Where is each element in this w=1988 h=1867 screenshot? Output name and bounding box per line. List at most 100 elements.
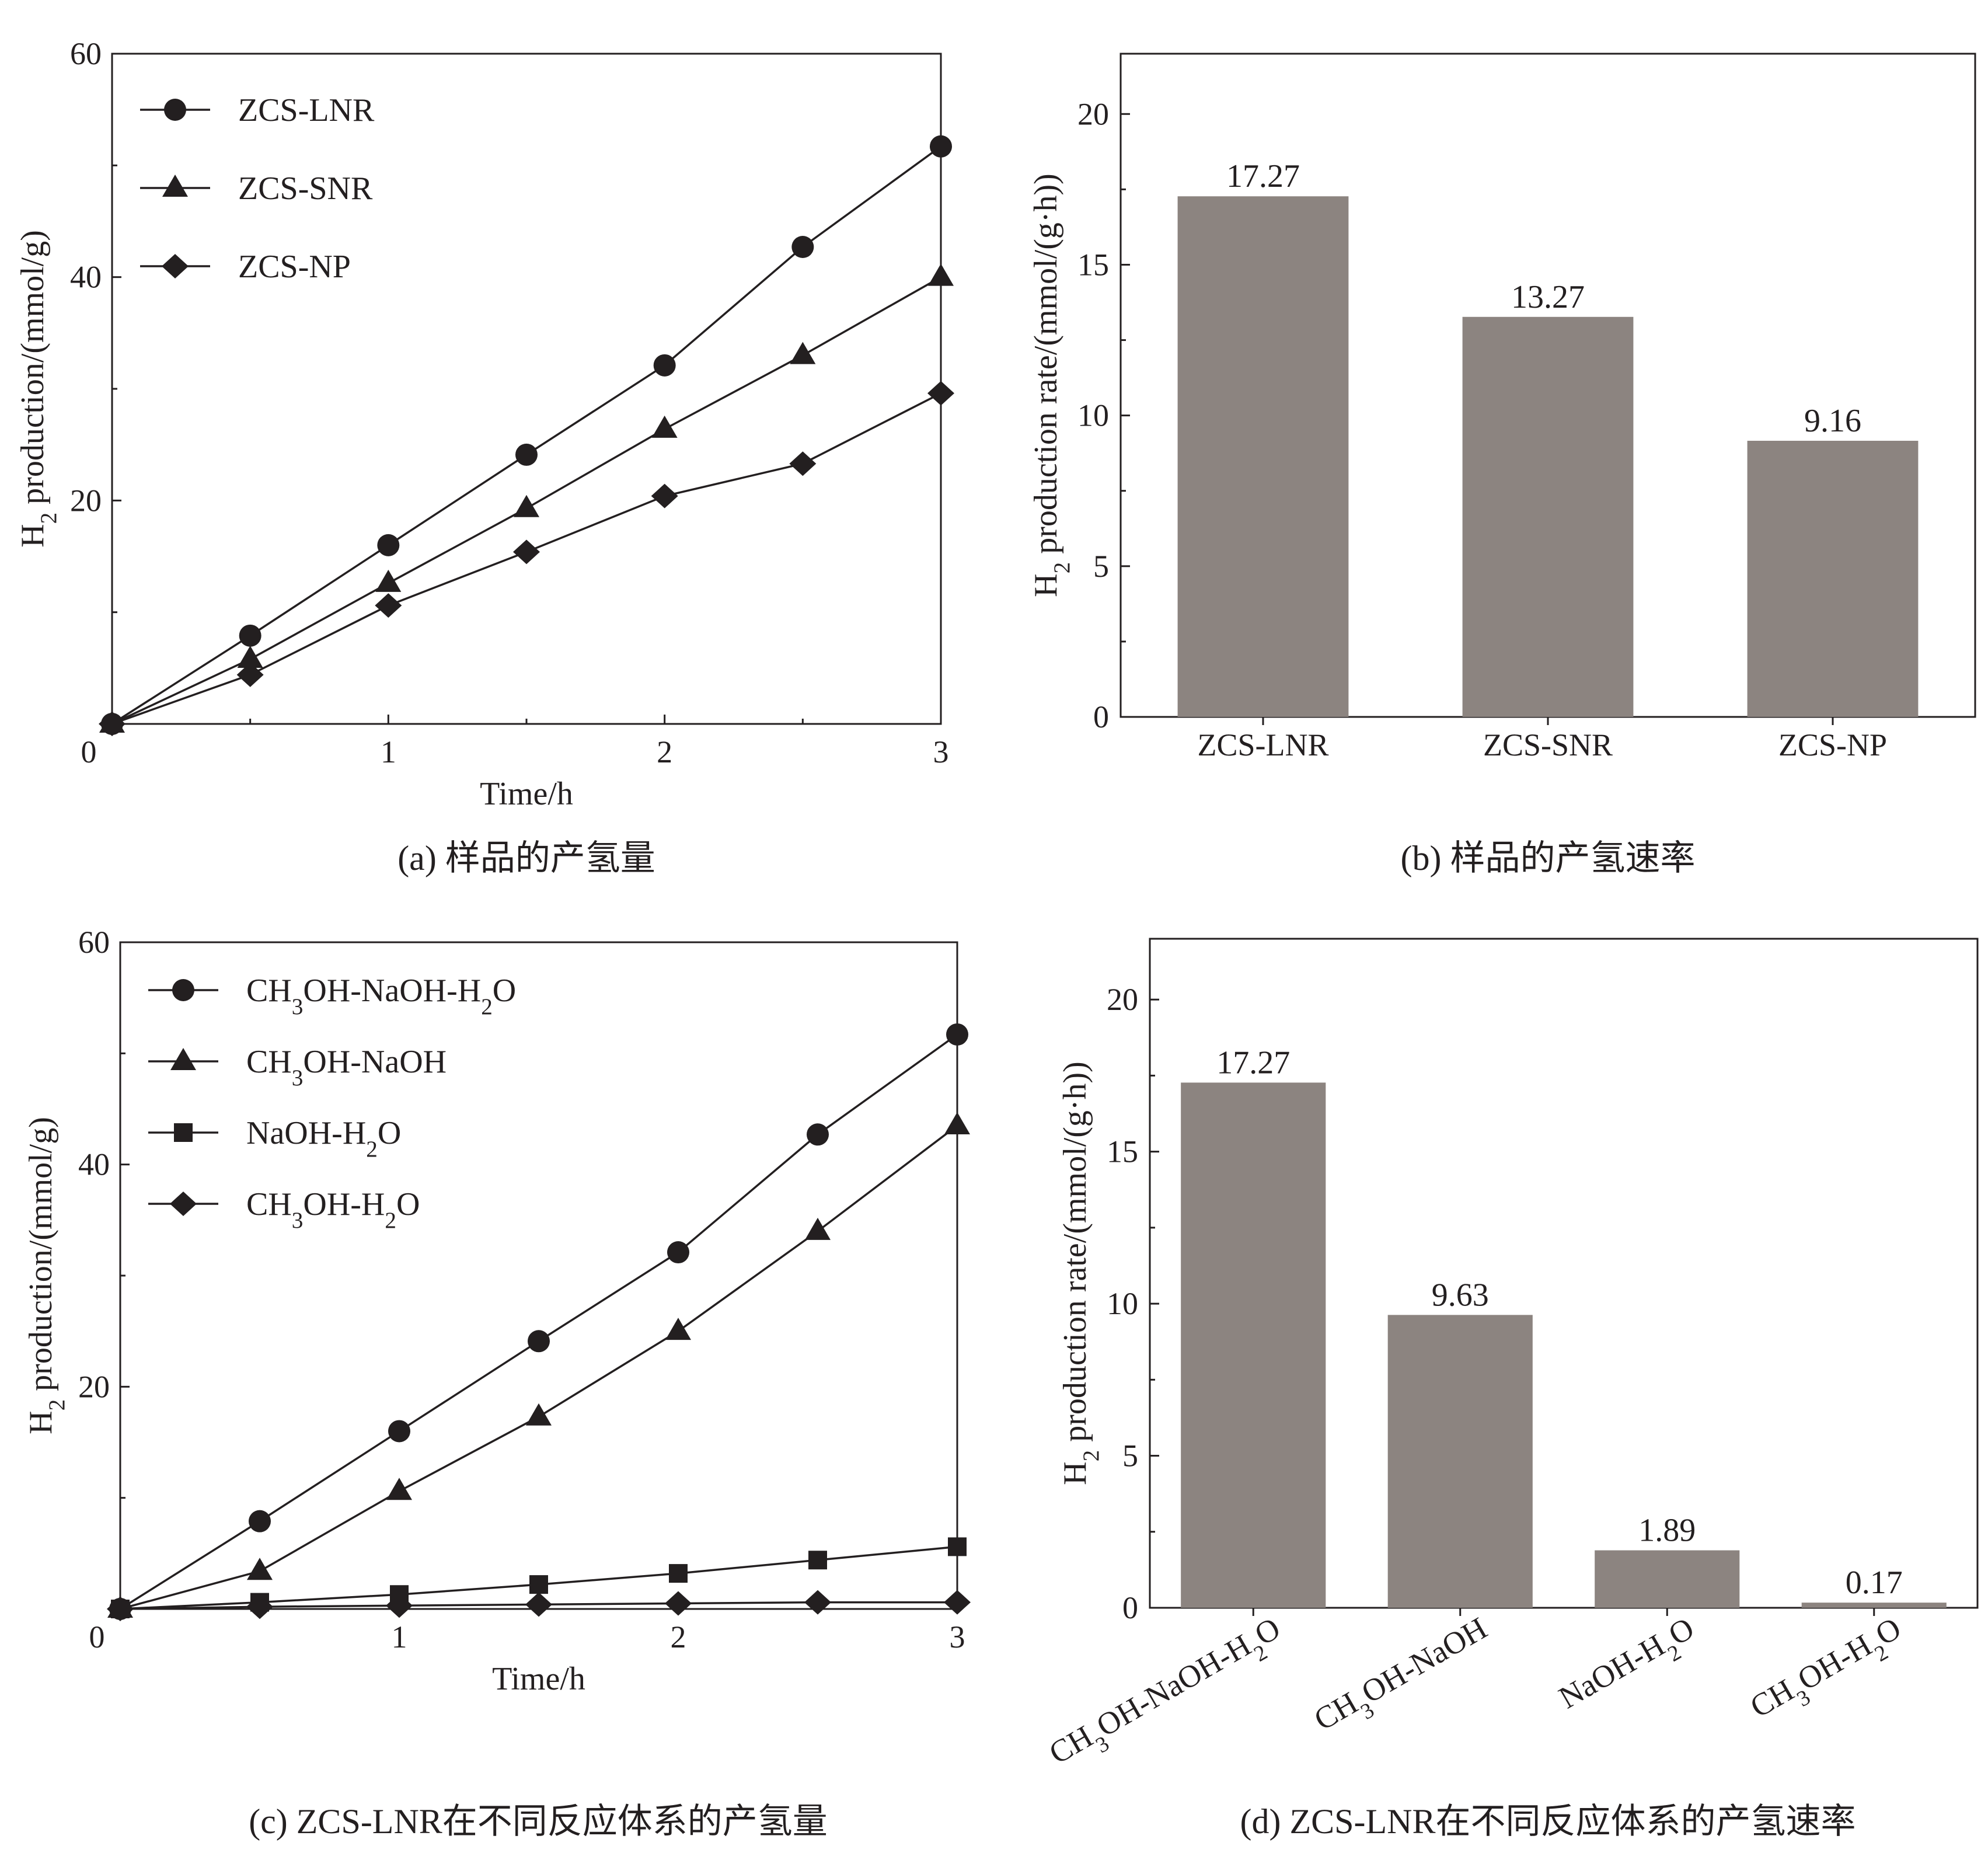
data-point (805, 1217, 831, 1240)
y-tick-label: 15 (1077, 247, 1109, 282)
data-point (946, 1023, 968, 1046)
y-tick-label: 0 (1122, 1590, 1138, 1625)
legend-marker (162, 254, 189, 278)
data-point (246, 1594, 273, 1619)
data-point (928, 263, 954, 286)
data-point (239, 624, 261, 647)
bar-value-label: 13.27 (1511, 279, 1585, 315)
data-point (665, 1591, 692, 1616)
y-tick-label: 40 (78, 1147, 110, 1182)
x-tick-label: 1 (392, 1619, 407, 1654)
x-axis-title: Time/h (492, 1661, 585, 1697)
data-point (525, 1592, 552, 1617)
y-tick-label: 15 (1107, 1134, 1138, 1169)
bar (1177, 196, 1349, 717)
bar-value-label: 0.17 (1846, 1565, 1903, 1601)
data-point (930, 135, 952, 158)
x-tick-label: 3 (933, 734, 949, 769)
legend-entry: ZCS-NP (238, 249, 351, 285)
panel-caption: (a) 样品的产氢量 (397, 839, 655, 877)
y-axis-title: H2 production/(mmol/g) (23, 1117, 69, 1434)
data-point (651, 483, 678, 508)
data-point (807, 1123, 829, 1146)
bar (1801, 1603, 1947, 1608)
data-point (386, 1593, 413, 1618)
data-point (377, 534, 400, 556)
data-point (529, 1575, 548, 1594)
data-point (107, 1597, 134, 1621)
x-tick-label: 3 (950, 1619, 965, 1654)
data-point (249, 1510, 271, 1532)
legend-marker (174, 1123, 193, 1142)
x-tick-label: 0 (89, 1619, 105, 1654)
x-tick-label: 2 (657, 734, 672, 769)
data-point (513, 539, 540, 565)
y-axis-title: H2 production/(mmol/g) (15, 230, 61, 548)
y-tick-label: 5 (1122, 1438, 1138, 1474)
y-tick-label: 5 (1093, 549, 1109, 584)
y-tick-label: 60 (70, 36, 102, 71)
y-tick-label: 10 (1107, 1286, 1138, 1321)
data-point (386, 1478, 412, 1500)
data-point (526, 1403, 552, 1426)
y-tick-label: 20 (1107, 982, 1138, 1017)
bar-value-label: 17.27 (1216, 1044, 1290, 1081)
data-point (948, 1537, 967, 1556)
bar (1181, 1082, 1326, 1608)
panel-a-line-chart: 0 1 2 3 20 40 60 Time/h H2 production/(mmol/g) ZC… (15, 36, 954, 877)
bar (1387, 1315, 1533, 1608)
data-point (388, 1420, 410, 1443)
x-axis-title: Time/h (480, 776, 573, 812)
y-tick-label: 60 (78, 925, 110, 960)
category-label: ZCS-LNR (1197, 727, 1328, 762)
legend-entry: ZCS-SNR (238, 170, 373, 207)
data-point (808, 1551, 827, 1570)
category-label: ZCS-NP (1778, 727, 1887, 762)
legend-entry: CH3OH-NaOH (246, 1044, 447, 1091)
bar (1747, 441, 1919, 717)
bar (1462, 316, 1634, 717)
bar-value-label: 9.16 (1804, 403, 1861, 439)
data-point (667, 1241, 689, 1264)
panel-caption: (b) 样品的产氢速率 (1401, 839, 1696, 877)
legend-marker (172, 979, 194, 1001)
legend-entry: CH3OH-H2O (246, 1186, 420, 1233)
bar (1595, 1550, 1740, 1608)
legend-marker (162, 175, 188, 197)
x-tick-label: 2 (671, 1619, 686, 1654)
y-tick-label: 40 (70, 260, 102, 295)
plot-frame (1149, 938, 1979, 1609)
data-point (651, 415, 678, 438)
data-point (653, 354, 676, 377)
legend-marker (164, 99, 186, 121)
data-point (375, 569, 402, 592)
legend-entry: ZCS-LNR (238, 92, 375, 128)
y-axis-title: H2 production rate/(mmol/(g·h)) (1028, 173, 1075, 597)
data-point (791, 236, 814, 259)
data-point (944, 1590, 971, 1615)
panel-caption: (d) ZCS-LNR在不同反应体系的产氢速率 (1240, 1802, 1856, 1841)
data-point (944, 1112, 970, 1135)
x-tick-label: 1 (381, 734, 396, 769)
category-label: ZCS-SNR (1483, 727, 1613, 762)
data-point (237, 646, 263, 668)
x-tick-label: 0 (81, 734, 97, 769)
data-point (375, 593, 402, 618)
y-tick-label: 20 (1077, 96, 1109, 131)
panel-b-bar-chart: 0 5 10 15 20 H2 production rate/(mmol/(g·h)) 1… (1028, 53, 1976, 877)
legend-marker (170, 1048, 196, 1070)
legend-entry: NaOH-H2O (246, 1115, 401, 1162)
data-point (804, 1590, 831, 1615)
data-point (669, 1564, 688, 1583)
data-point (789, 451, 817, 476)
bar-value-label: 9.63 (1432, 1277, 1489, 1313)
bar-value-label: 1.89 (1638, 1513, 1696, 1549)
y-tick-label: 10 (1077, 398, 1109, 433)
data-point (790, 342, 816, 364)
bar-value-label: 17.27 (1226, 158, 1300, 194)
data-point (927, 381, 954, 406)
data-point (99, 712, 125, 736)
data-point (515, 443, 538, 466)
y-axis-title: H2 production rate/(mmol/(g·h)) (1057, 1061, 1104, 1485)
